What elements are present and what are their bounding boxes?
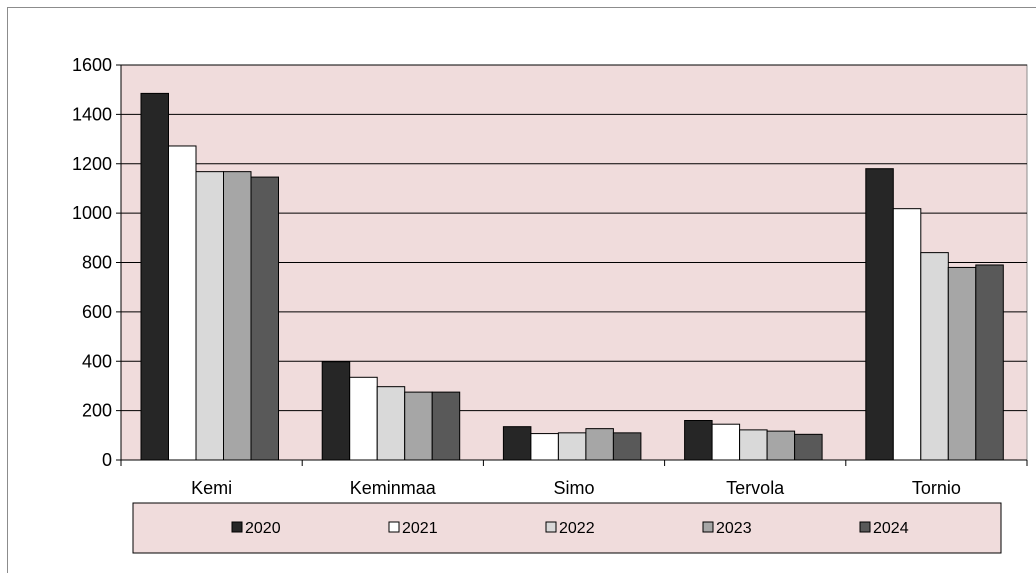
- legend-label: 2024: [873, 520, 909, 537]
- y-tick-label: 1200: [72, 154, 112, 174]
- legend: 2020 2021 2022 2023 2024: [132, 502, 1002, 554]
- legend-swatch: [702, 521, 714, 533]
- bar-2020-kemi: [140, 92, 169, 461]
- y-tick-label: 600: [82, 302, 112, 322]
- x-category-label: Kemi: [191, 478, 232, 498]
- y-tick-label: 1400: [72, 104, 112, 124]
- bar-2023-tervola: [766, 430, 796, 461]
- bar-2023-simo: [585, 428, 614, 461]
- bar-2021-keminmaa: [349, 376, 378, 461]
- bar-2020-simo: [502, 426, 532, 461]
- y-tick-label: 800: [82, 253, 112, 273]
- bar-2023-tornio: [947, 266, 977, 461]
- x-category-label: Tervola: [726, 478, 785, 498]
- y-tick-label: 400: [82, 351, 112, 371]
- bar-2022-simo: [557, 432, 587, 461]
- bar-2022-tornio: [920, 252, 949, 461]
- legend-swatch: [231, 521, 243, 533]
- x-category-label: Tornio: [912, 478, 961, 498]
- legend-label: 2021: [402, 520, 438, 537]
- bar-2023-kemi: [223, 171, 252, 461]
- bars: [140, 92, 1004, 461]
- bar-2020-tervola: [684, 420, 713, 461]
- y-tick-label: 0: [102, 450, 112, 470]
- bar-2021-tornio: [892, 208, 922, 461]
- x-category-label: Simo: [553, 478, 594, 498]
- bar-2020-keminmaa: [321, 361, 351, 461]
- legend-swatch: [859, 521, 871, 533]
- legend-swatch: [388, 521, 400, 533]
- x-axis: Kemi Keminmaa Simo Tervola Tornio: [120, 459, 1028, 498]
- bar-2022-tervola: [739, 429, 768, 461]
- y-axis-ticks: 0 200 400 600 800 1000 1200 1400 1600: [72, 55, 122, 470]
- bar-2021-kemi: [168, 145, 197, 461]
- bar-2024-kemi: [250, 176, 279, 461]
- legend-label: 2023: [716, 520, 752, 537]
- bar-2024-tervola: [794, 433, 823, 461]
- bar-2020-tornio: [865, 168, 894, 461]
- chart-frame: [7, 7, 1036, 573]
- legend-swatch: [545, 521, 557, 533]
- bar-2023-keminmaa: [404, 391, 433, 461]
- bar-2024-simo: [612, 432, 642, 461]
- legend-label: 2020: [245, 520, 281, 537]
- y-tick-label: 200: [82, 401, 112, 421]
- y-tick-label: 1000: [72, 203, 112, 223]
- bar-2022-kemi: [195, 171, 224, 461]
- bar-2021-simo: [530, 433, 559, 461]
- bar-2021-tervola: [711, 423, 741, 461]
- legend-label: 2022: [559, 520, 595, 537]
- bar-2024-tornio: [975, 264, 1004, 461]
- legend-box: [132, 502, 1002, 554]
- x-category-label: Keminmaa: [350, 478, 437, 498]
- bar-2024-keminmaa: [431, 391, 461, 461]
- bar-2022-keminmaa: [376, 386, 406, 461]
- y-tick-label: 1600: [72, 55, 112, 75]
